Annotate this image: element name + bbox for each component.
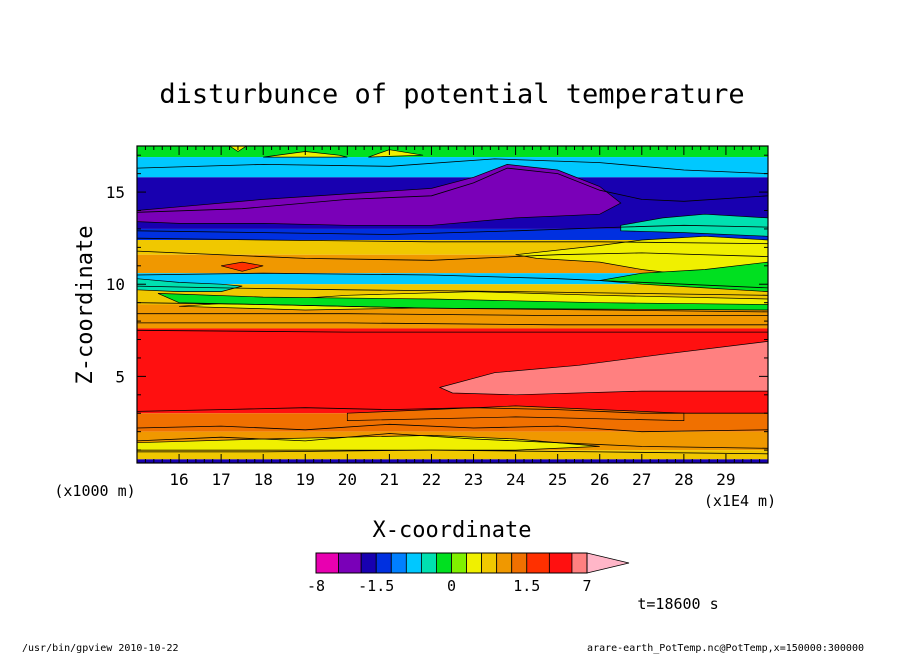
contour-line-12 — [137, 423, 768, 433]
x-axis-label: X-coordinate — [373, 518, 532, 543]
x-tick-label: 22 — [422, 470, 441, 489]
colorbar-bin — [571, 552, 588, 574]
contour-line-13 — [137, 433, 768, 449]
time-label: t=18600 s — [637, 595, 718, 613]
colorbar-tick-label: -8 — [307, 577, 325, 595]
x-tick-label: 24 — [506, 470, 525, 489]
colorbar: -8 -1.5 0 1.5 7 — [307, 552, 630, 595]
x-tick-label: 25 — [548, 470, 567, 489]
contour-band-1 — [137, 157, 768, 178]
colorbar-bin — [511, 552, 528, 574]
contour-line-5 — [137, 272, 768, 289]
contour-region-5 — [438, 341, 768, 396]
contour-line-14 — [137, 449, 768, 455]
contour-region-6 — [137, 278, 243, 292]
contour-region-9 — [368, 149, 424, 158]
colorbar-bin — [375, 552, 392, 574]
colorbar-bin — [466, 552, 483, 574]
contour-band-12 — [137, 450, 768, 460]
footer-left: /usr/bin/gpview 2010-10-22 — [22, 643, 179, 654]
x-tick-label: 17 — [212, 470, 231, 489]
colorbar-bin — [526, 552, 550, 574]
x-tick-label: 21 — [380, 470, 399, 489]
x-tick-label: 18 — [254, 470, 273, 489]
colorbar-tick-label: 1.5 — [513, 577, 540, 595]
contour-line-6 — [137, 285, 768, 296]
contour-line-10 — [137, 329, 768, 333]
x-tick-label: 19 — [296, 470, 315, 489]
colorbar-bin — [496, 552, 513, 574]
contour-plot-area — [137, 146, 768, 463]
x-tick-label: 29 — [716, 470, 735, 489]
contour-line-3 — [137, 237, 768, 245]
colorbar-bin — [360, 552, 377, 574]
colorbar-extend-arrow — [586, 552, 630, 574]
colorbar-bin — [420, 552, 437, 574]
colorbar-frame — [315, 552, 588, 574]
x-tick-label: 16 — [169, 470, 188, 489]
x-scale-label: (x1E4 m) — [704, 492, 776, 510]
y-tick-label: 10 — [106, 275, 125, 294]
contour-band-6 — [137, 273, 768, 285]
x-tick-label: 23 — [464, 470, 483, 489]
footer-right: arare-earth_PotTemp.nc@PotTemp,x=150000:… — [587, 643, 864, 654]
contour-band-0 — [137, 146, 768, 158]
y-tick-label: 15 — [106, 183, 125, 202]
colorbar-bin — [338, 552, 362, 574]
colorbar-tick-label: 7 — [582, 577, 591, 595]
y-axis-label: Z-coordinate — [73, 226, 98, 385]
colorbar-bin — [451, 552, 467, 574]
x-axis-ticks: 16 17 18 19 20 21 22 23 24 25 26 27 28 29 — [136, 146, 769, 489]
contour-region-7 — [221, 261, 264, 272]
colorbar-bin — [481, 552, 498, 574]
contour-band-13 — [137, 459, 768, 463]
x-tick-label: 27 — [632, 470, 651, 489]
contour-line-0 — [137, 158, 768, 174]
contour-line-1 — [137, 167, 768, 213]
contour-line-4 — [137, 250, 768, 261]
contour-line-2 — [137, 224, 768, 235]
plot-frame — [136, 145, 769, 464]
colorbar-tick-label: 0 — [447, 577, 456, 595]
x-tick-label: 26 — [590, 470, 609, 489]
contour-line-11 — [137, 407, 768, 414]
contour-band-3 — [137, 228, 768, 240]
colorbar-bin — [315, 552, 339, 574]
colorbar-bin — [390, 552, 407, 574]
y-tick-label: 5 — [115, 367, 125, 386]
x-tick-label: 28 — [674, 470, 693, 489]
colorbar-bin — [405, 552, 422, 574]
contour-line-8 — [137, 313, 768, 317]
x-unit-label: (x1000 m) — [54, 482, 135, 500]
x-tick-label: 20 — [338, 470, 357, 489]
colorbar-bin — [548, 552, 573, 574]
y-axis-ticks: 5 10 15 — [106, 154, 768, 451]
contour-line-9 — [137, 322, 768, 326]
contour-region-0 — [137, 164, 622, 226]
chart-title: disturbunce of potential temperature — [159, 79, 744, 110]
colorbar-tick-label: -1.5 — [358, 577, 394, 595]
contour-line-7 — [137, 302, 768, 313]
colorbar-bin — [436, 552, 452, 574]
